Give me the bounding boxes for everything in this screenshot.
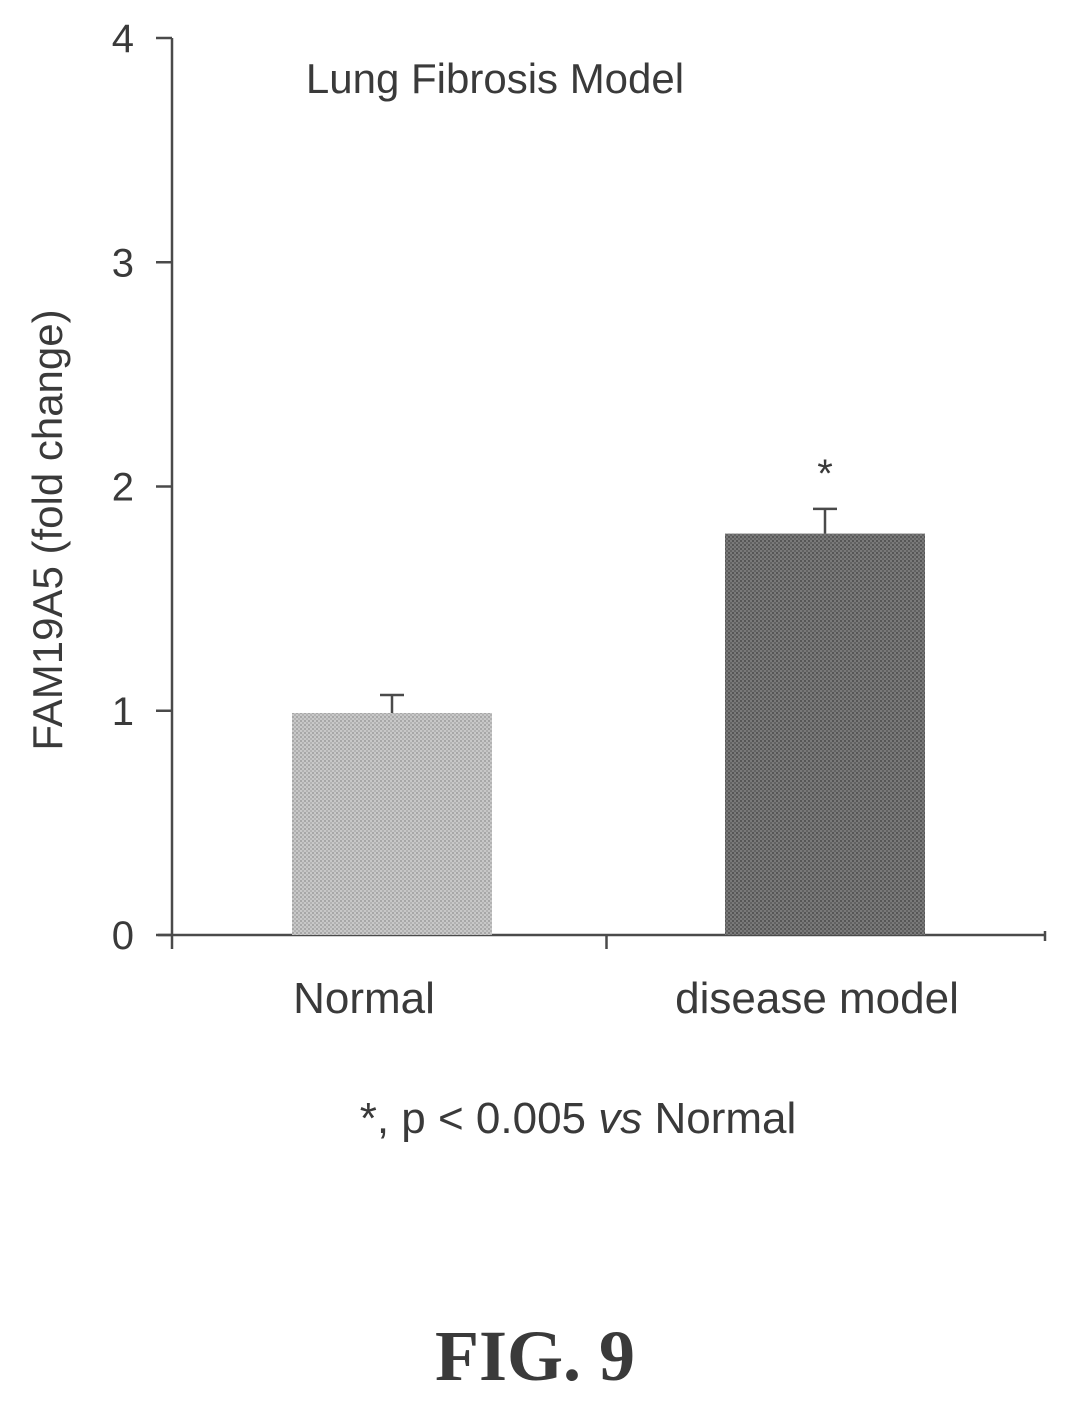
bar-disease-model <box>725 533 925 935</box>
significance-note-prefix: *, p < 0.005 <box>360 1094 599 1143</box>
y-tick-label: 0 <box>112 914 134 958</box>
chart-title: Lung Fibrosis Model <box>306 55 684 102</box>
significance-note-suffix: Normal <box>642 1094 796 1143</box>
y-tick-label: 2 <box>112 466 134 510</box>
figure-label: FIG. 9 <box>434 1316 635 1396</box>
significance-marker: * <box>817 452 833 496</box>
y-tick-label: 1 <box>112 690 134 734</box>
significance-note-vs: vs <box>598 1094 642 1143</box>
bar-chart: 0 1 2 3 4 Normal * disease model Lung Fibrosis M… <box>24 17 1047 1143</box>
bar-normal <box>292 712 492 935</box>
x-category-label: Normal <box>293 974 435 1023</box>
significance-note: *, p < 0.005 vs Normal <box>360 1094 797 1143</box>
x-category-label: disease model <box>675 974 959 1023</box>
y-tick-label: 3 <box>112 241 134 285</box>
y-tick-label: 4 <box>112 17 134 61</box>
y-axis-label: FAM19A5 (fold change) <box>24 309 71 750</box>
